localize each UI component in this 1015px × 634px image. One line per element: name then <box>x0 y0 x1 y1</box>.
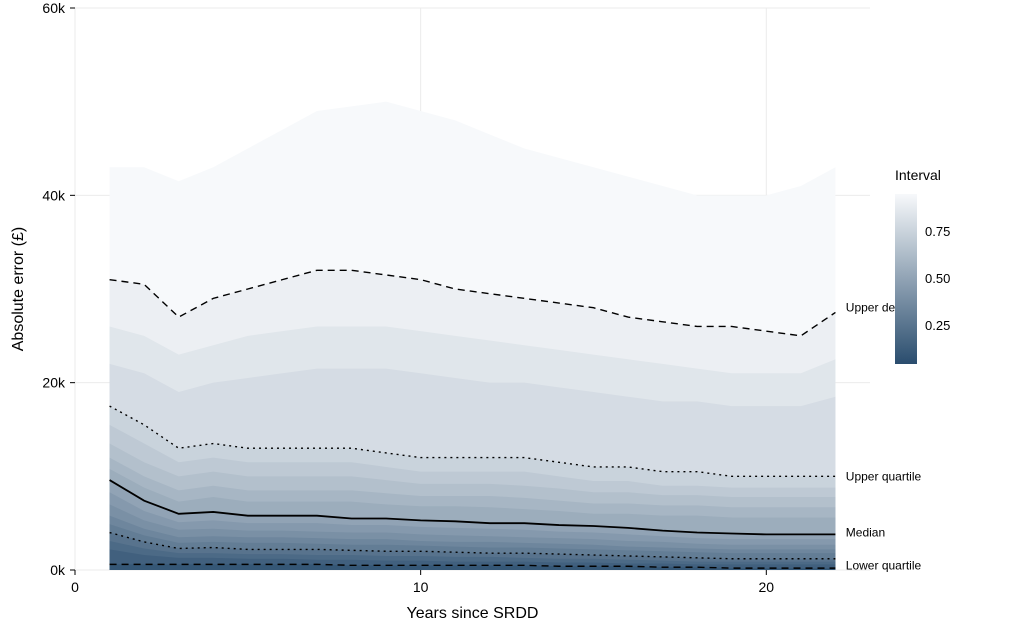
annotation-lower-quartile: Lower quartile <box>846 558 922 572</box>
annotation-median: Median <box>846 526 885 540</box>
fan-chart: Upper decileUpper quartileMedianLower qu… <box>0 0 1015 634</box>
legend-title: Interval <box>895 167 941 183</box>
xtick-label: 20 <box>759 579 775 595</box>
y-axis-label: Absolute error (£) <box>10 227 27 352</box>
xtick-label: 10 <box>413 579 429 595</box>
legend-colorbar <box>895 194 917 364</box>
annotation-upper-quartile: Upper quartile <box>846 469 922 483</box>
xtick-label: 0 <box>71 579 79 595</box>
ytick-label: 40k <box>42 187 66 203</box>
ytick-label: 60k <box>42 0 66 16</box>
legend-tick-label: 0.25 <box>925 318 950 333</box>
ytick-label: 20k <box>42 375 66 391</box>
legend-tick-label: 0.75 <box>925 224 950 239</box>
legend-tick-label: 0.50 <box>925 271 950 286</box>
x-axis-label: Years since SRDD <box>407 605 539 622</box>
ytick-label: 0k <box>50 562 66 578</box>
